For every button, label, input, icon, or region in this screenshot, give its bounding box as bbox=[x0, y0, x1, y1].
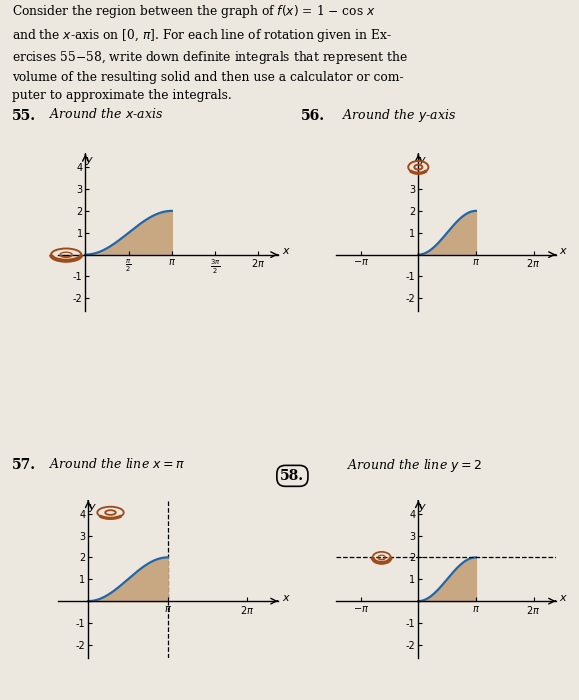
Text: $y$: $y$ bbox=[418, 155, 427, 167]
Text: Around the line $y = 2$: Around the line $y = 2$ bbox=[347, 456, 482, 473]
Text: $y$: $y$ bbox=[88, 501, 97, 514]
Text: $x$: $x$ bbox=[282, 246, 291, 256]
Text: $y$: $y$ bbox=[418, 501, 427, 514]
Text: 57.: 57. bbox=[12, 458, 36, 472]
Text: Around the $y$-axis: Around the $y$-axis bbox=[342, 107, 456, 125]
Text: Consider the region between the graph of $f(x)$ = 1 $-$ cos $x$
and the $x$-axis: Consider the region between the graph of… bbox=[12, 4, 408, 102]
Text: 55.: 55. bbox=[12, 109, 36, 123]
Text: $x$: $x$ bbox=[559, 246, 567, 256]
Text: Around the $x$-axis: Around the $x$-axis bbox=[49, 107, 163, 121]
Text: $y$: $y$ bbox=[85, 155, 94, 167]
Text: Around the line $x = \pi$: Around the line $x = \pi$ bbox=[49, 456, 185, 470]
Text: 58.: 58. bbox=[280, 469, 305, 483]
Text: 56.: 56. bbox=[301, 109, 325, 123]
Text: $x$: $x$ bbox=[559, 593, 567, 603]
Text: $x$: $x$ bbox=[282, 593, 291, 603]
